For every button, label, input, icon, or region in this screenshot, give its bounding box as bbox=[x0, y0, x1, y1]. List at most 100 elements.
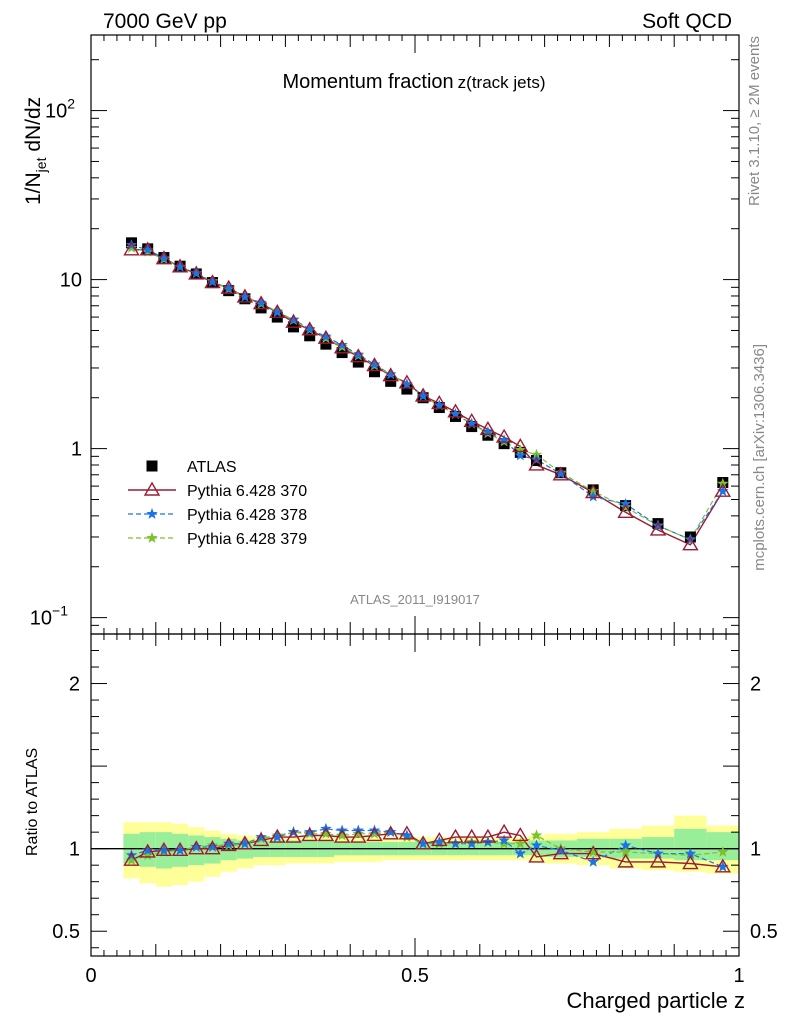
ratio-point bbox=[252, 832, 270, 847]
ratio-point bbox=[171, 841, 189, 857]
ratio-point bbox=[401, 829, 413, 841]
data-point bbox=[417, 389, 429, 401]
data-point bbox=[528, 456, 545, 471]
ratio-point bbox=[463, 828, 480, 843]
data-point bbox=[449, 408, 462, 419]
ratio-point bbox=[717, 860, 729, 872]
data-point bbox=[584, 484, 602, 499]
data-point bbox=[303, 323, 316, 334]
data-point bbox=[482, 426, 494, 438]
data-point bbox=[369, 366, 380, 378]
data-point bbox=[139, 241, 156, 256]
data-point bbox=[206, 275, 219, 287]
ratio-point bbox=[368, 824, 381, 836]
ratio-point bbox=[414, 835, 432, 850]
data-point bbox=[463, 412, 480, 428]
ratio-frame bbox=[90, 633, 740, 957]
ratio-point bbox=[555, 844, 567, 856]
ratio-point bbox=[447, 828, 464, 843]
main-series bbox=[123, 237, 732, 551]
legend: ATLAS Pythia 6.428 370 Pythia 6.428 378 Pyt… bbox=[128, 459, 307, 548]
legend-marker bbox=[146, 460, 158, 472]
data-point bbox=[414, 387, 432, 402]
ratio-point bbox=[125, 849, 138, 861]
data-point bbox=[320, 338, 332, 350]
data-point bbox=[320, 330, 332, 342]
y-tick-label: 2 bbox=[69, 674, 80, 696]
ratio-point bbox=[352, 827, 365, 839]
ratio-point bbox=[141, 844, 154, 856]
ratio-point bbox=[303, 826, 316, 838]
ratio-point bbox=[619, 845, 632, 857]
data-point bbox=[368, 358, 381, 370]
data-point bbox=[125, 239, 138, 250]
ratio-point bbox=[714, 858, 732, 873]
ratio-point bbox=[287, 826, 300, 838]
ratio-point bbox=[433, 836, 446, 847]
ratio-point bbox=[188, 840, 205, 855]
ratio-point bbox=[514, 847, 527, 859]
ratio-point bbox=[498, 837, 510, 849]
ratio-point bbox=[174, 844, 186, 856]
data-point bbox=[336, 339, 348, 350]
ratio-point bbox=[220, 836, 237, 852]
main-ticks: 10−1 1 10 102 bbox=[30, 35, 740, 635]
ratio-point bbox=[366, 827, 383, 842]
chart-title-sub: z(track jets) bbox=[458, 73, 546, 92]
ratio-point bbox=[317, 827, 335, 842]
ratio-point bbox=[479, 828, 497, 843]
x-tick-label: 0.5 bbox=[401, 965, 429, 987]
ratio-ticks: 0 0.5 10.5 0.51 12 2 bbox=[52, 634, 778, 987]
analysis-id: ATLAS_2011_I919017 bbox=[350, 592, 480, 607]
data-point bbox=[555, 467, 567, 479]
data-point bbox=[174, 260, 186, 272]
y-tick-label-right: 0.5 bbox=[750, 921, 778, 943]
ratio-point bbox=[285, 828, 302, 843]
y-tick-label: 1 bbox=[71, 439, 82, 461]
data-point bbox=[652, 519, 664, 531]
y-tick-label: 10−1 bbox=[30, 603, 68, 630]
x-tick-label: 0 bbox=[85, 965, 96, 987]
ratio-point bbox=[495, 823, 513, 838]
ratio-point bbox=[139, 843, 156, 858]
ratio-point bbox=[512, 827, 529, 842]
y-tick-label: 102 bbox=[45, 96, 75, 123]
ratio-point bbox=[271, 831, 284, 842]
data-point bbox=[252, 295, 270, 310]
data-point bbox=[398, 374, 416, 389]
data-point bbox=[514, 444, 527, 455]
ratio-point bbox=[239, 837, 251, 849]
ratio-panel: 0 0.5 10.5 0.51 12 2 Ratio to ATLAS Charged p… bbox=[24, 633, 778, 1013]
data-point bbox=[366, 357, 383, 372]
data-point bbox=[155, 250, 173, 265]
legend-label: Pythia 6.428 379 bbox=[187, 531, 307, 548]
ratio-point bbox=[514, 837, 527, 849]
data-point bbox=[255, 302, 267, 314]
data-point bbox=[617, 503, 634, 518]
data-point bbox=[171, 258, 189, 273]
data-point bbox=[498, 434, 510, 446]
data-point bbox=[401, 378, 413, 390]
data-point bbox=[447, 403, 464, 418]
ratio-point bbox=[431, 832, 448, 847]
ratio-point bbox=[587, 845, 599, 857]
data-point bbox=[649, 521, 667, 536]
ratio-point bbox=[717, 845, 729, 857]
ratio-point bbox=[141, 849, 154, 861]
ratio-point bbox=[269, 828, 286, 843]
ratio-point bbox=[190, 841, 203, 852]
ratio-point bbox=[682, 855, 699, 870]
data-point bbox=[384, 368, 397, 380]
data-point bbox=[287, 313, 300, 325]
data-point bbox=[220, 279, 237, 294]
data-point bbox=[352, 348, 365, 360]
data-point bbox=[123, 241, 140, 256]
data-point bbox=[465, 417, 478, 429]
legend-label: Pythia 6.428 370 bbox=[187, 483, 307, 500]
process-label: Soft QCD bbox=[642, 10, 732, 33]
ratio-point bbox=[336, 829, 348, 841]
data-point bbox=[382, 367, 399, 382]
ratio-point bbox=[222, 837, 235, 849]
ratio-point bbox=[587, 855, 599, 867]
chart-title: Momentum fraction z(track jets) bbox=[282, 71, 545, 93]
